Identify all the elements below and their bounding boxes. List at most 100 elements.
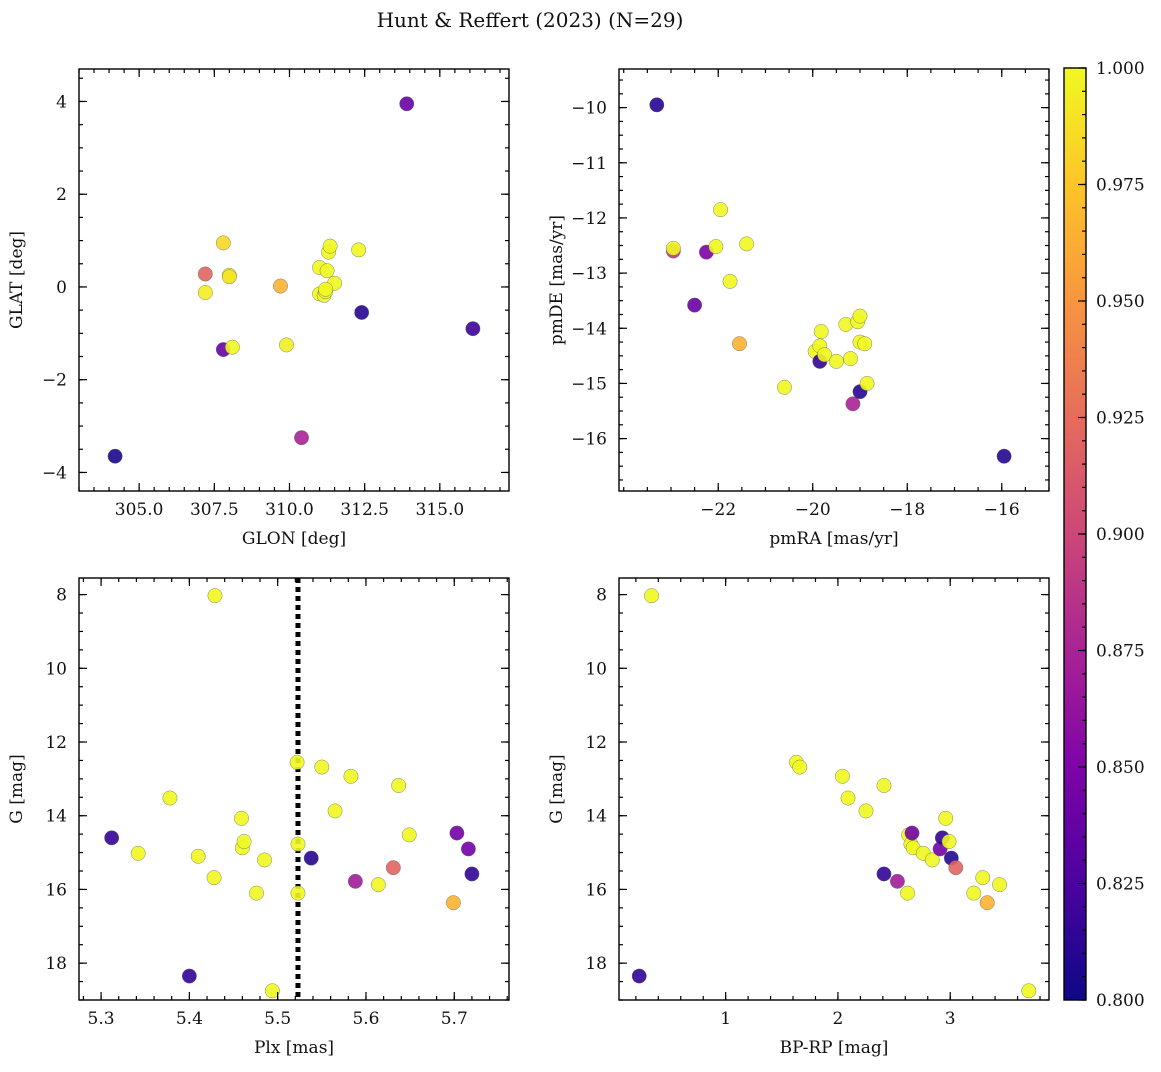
data-point [401,827,417,843]
data-point [399,96,415,112]
x-tick-label: 5.6 [352,1009,379,1029]
x-axis-label: Plx [mas] [254,1038,334,1058]
data-point [391,778,407,793]
data-point [303,850,319,866]
y-tick-label: 12 [585,733,607,753]
data-point [979,895,995,911]
data-point [190,848,206,864]
panel-glon-glat: 305.0 307.5 310.0 312.5 315.0 4 2 0 −2 −4 GLON [de… [7,68,510,549]
data-point [322,238,338,254]
data-point [343,768,359,784]
data-point [708,239,724,255]
data-point [890,873,905,889]
y-axis-label: GLAT [deg] [7,231,27,329]
data-point [327,803,343,819]
y-tick-label: 14 [585,807,607,827]
data-point [904,825,920,841]
x-axis-label: BP-RP [mag] [780,1038,889,1058]
panel-pmra-pmde: −22 −20 −18 −16 −10 −11 −12 −13 −14 −15 −16 pmRA [m… [547,68,1050,549]
data-point [273,278,288,294]
data-point [207,588,223,604]
y-tick-label: 10 [585,659,607,679]
panel-plx-g: 5.3 5.4 5.5 5.6 5.7 8 10 12 14 16 18 Plx [mas] G [ma… [7,577,510,1058]
data-point [351,242,367,258]
x-axis-label: GLON [deg] [242,529,346,549]
x-tick-label: −22 [700,500,736,520]
y-axis-label: G [mag] [7,754,27,823]
x-tick-label: 1 [720,1009,731,1029]
data-point [948,860,964,876]
data-point [996,448,1012,464]
data-point [107,448,123,464]
data-point [722,273,738,289]
y-tick-label: 0 [56,278,67,298]
y-tick-label: 14 [45,807,67,827]
data-point [279,337,294,353]
x-tick-label: −20 [795,500,831,520]
x-tick-label: 5.7 [441,1009,468,1029]
data-point [713,202,728,218]
data-point [900,885,915,901]
data-point [318,281,333,297]
data-point [370,877,386,893]
y-tick-label: 8 [596,586,607,606]
colorbar-tick-label: 0.925 [1096,409,1145,429]
y-tick-label: 8 [56,586,67,606]
data-point [385,860,401,876]
x-tick-label: −16 [984,500,1020,520]
colorbar-tick-label: 0.825 [1096,875,1145,895]
data-point [354,305,370,320]
colorbar-tick-label: 1.000 [1096,59,1145,79]
data-point [845,396,861,412]
data-point [197,266,213,282]
data-point [1021,983,1037,999]
x-tick-label: 312.5 [340,500,389,520]
x-tick-label: 3 [945,1009,956,1029]
data-point [835,768,850,784]
data-point [104,830,120,846]
data-point [687,297,703,313]
y-tick-label: −14 [571,319,607,339]
y-tick-label: −12 [571,209,607,229]
x-tick-label: 5.5 [264,1009,291,1029]
y-tick-label: 16 [45,880,67,900]
data-point [449,825,465,841]
y-tick-label: 18 [45,954,67,974]
data-point [234,810,249,826]
scatter-points [104,588,480,999]
data-point [460,841,476,857]
data-point [843,351,858,367]
data-point [840,790,856,806]
x-tick-label: 5.4 [176,1009,203,1029]
data-point [347,873,363,889]
data-point [631,968,647,984]
data-point [464,866,480,882]
data-point [828,353,844,369]
scatter-points [649,97,1012,464]
colorbar-tick-label: 0.800 [1096,991,1145,1011]
axes-frame [78,577,510,1001]
data-point [852,308,868,324]
data-point [236,834,252,849]
colorbar-tick-label: 0.850 [1096,758,1145,778]
data-point [817,347,832,363]
x-tick-label: 305.0 [115,500,164,520]
data-point [857,336,873,352]
data-point [649,97,665,113]
colorbar: 1.000 0.975 0.950 0.925 0.900 0.875 0.850 0.825… [1063,59,1145,1011]
colorbar-tick-label: 0.975 [1096,176,1145,196]
data-point [445,895,461,911]
colorbar-tick-label: 0.950 [1096,292,1145,312]
x-tick-label: −18 [889,500,925,520]
y-tick-label: 16 [585,880,607,900]
data-point [130,845,146,861]
y-tick-label: 4 [56,92,67,112]
data-point [221,269,237,285]
colorbar-tick-label: 0.875 [1096,642,1145,662]
data-point [992,877,1008,893]
axes-frame [78,68,510,492]
data-point [732,336,747,352]
